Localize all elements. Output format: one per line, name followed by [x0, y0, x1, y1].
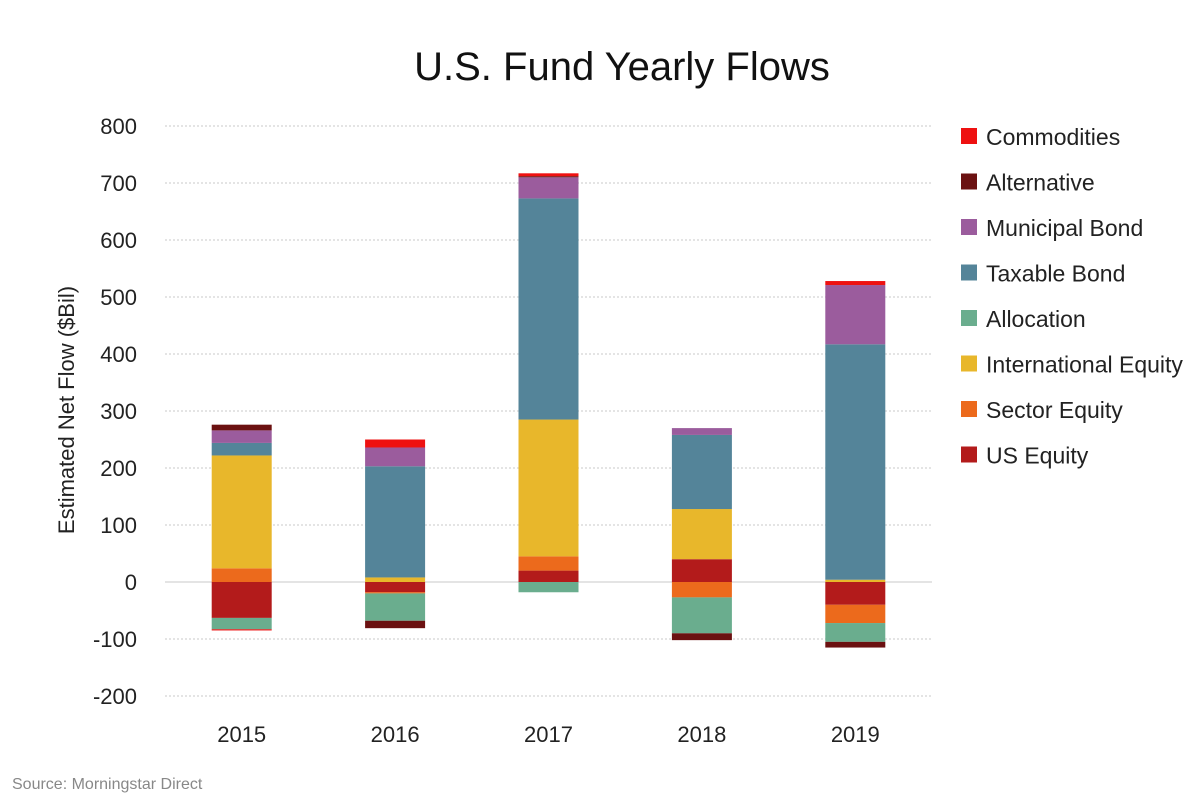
- bar-segment: [671, 434, 732, 510]
- y-tick-label: 0: [125, 570, 137, 595]
- bar-segment: [825, 604, 886, 624]
- bar-segment: [518, 582, 579, 593]
- legend-item: International Equity: [961, 352, 1183, 378]
- y-tick-label: 800: [100, 114, 137, 139]
- bar-segment: [365, 447, 426, 467]
- bar-segment: [671, 559, 732, 582]
- legend-label: Commodities: [986, 124, 1120, 150]
- bar-segment: [211, 568, 272, 582]
- source-note: Source: Morningstar Direct: [12, 776, 203, 793]
- legend-item: Taxable Bond: [961, 261, 1125, 287]
- y-tick-label: 700: [100, 171, 137, 196]
- bar-segment: [518, 173, 579, 177]
- legend-item: Sector Equity: [961, 397, 1123, 423]
- x-tick-labels: 2015 2016 2017 2018 2019: [217, 722, 880, 747]
- bar-segment: [518, 198, 579, 420]
- bar-segment: [518, 419, 579, 557]
- x-tick-label: 2018: [677, 722, 726, 747]
- y-tick-labels: 800 700 600 500 400 300 200 100 0 -100 -200: [93, 114, 137, 709]
- bar-segment: [825, 623, 886, 642]
- bar-segment: [518, 556, 579, 571]
- bar-segment: [365, 577, 426, 582]
- bar-segment: [365, 620, 426, 629]
- bar-segment: [671, 633, 732, 641]
- legend-label: International Equity: [986, 352, 1183, 378]
- x-tick-label: 2019: [831, 722, 880, 747]
- legend-swatch: [961, 446, 977, 463]
- bar-segment: [365, 582, 426, 593]
- legend-label: Alternative: [986, 170, 1095, 196]
- legend-swatch: [961, 401, 977, 417]
- x-tick-label: 2015: [217, 722, 266, 747]
- legend-label: Allocation: [986, 306, 1086, 332]
- bar-segment: [211, 617, 272, 630]
- legend-item: Municipal Bond: [961, 215, 1143, 241]
- bar-segment: [211, 629, 272, 631]
- legend: Commodities Alternative Municipal Bond Taxa…: [961, 124, 1183, 469]
- legend-swatch: [961, 355, 977, 372]
- legend-item: Allocation: [961, 306, 1086, 332]
- bar-segment: [825, 344, 886, 580]
- bar-segment: [825, 582, 886, 605]
- bar-segment: [211, 442, 272, 456]
- legend-swatch: [961, 310, 977, 326]
- legend-swatch: [961, 128, 977, 144]
- chart-title: U.S. Fund Yearly Flows: [414, 45, 830, 89]
- bar-segment: [671, 597, 732, 634]
- x-tick-label: 2017: [524, 722, 573, 747]
- legend-item: Alternative: [961, 170, 1095, 196]
- legend-swatch: [961, 173, 977, 190]
- legend-label: US Equity: [986, 443, 1089, 469]
- bar-segment: [211, 582, 272, 618]
- bar-segment: [211, 430, 272, 443]
- bar-segment: [825, 281, 886, 286]
- bar-segment: [365, 592, 426, 594]
- bar-segment: [518, 176, 579, 178]
- bar-segment: [211, 424, 272, 431]
- legend-item: US Equity: [961, 443, 1089, 469]
- bar-segment: [671, 509, 732, 560]
- y-tick-label: 400: [100, 342, 137, 367]
- bar-segment: [518, 177, 579, 199]
- legend-item: Commodities: [961, 124, 1120, 150]
- legend-label: Sector Equity: [986, 397, 1123, 423]
- legend-swatch: [961, 219, 977, 235]
- legend-label: Municipal Bond: [986, 215, 1143, 241]
- bar-segment: [825, 285, 886, 345]
- y-tick-label: -100: [93, 627, 137, 652]
- x-tick-label: 2016: [371, 722, 420, 747]
- bars: [211, 173, 886, 648]
- bar-segment: [671, 428, 732, 435]
- bar-segment: [365, 439, 426, 448]
- bar-segment: [825, 641, 886, 648]
- bar-segment: [825, 579, 886, 582]
- bar-segment: [365, 466, 426, 578]
- y-tick-label: 100: [100, 513, 137, 538]
- bar-segment: [365, 593, 426, 621]
- y-tick-label: 300: [100, 399, 137, 424]
- y-tick-label: -200: [93, 684, 137, 709]
- legend-swatch: [961, 264, 977, 281]
- bar-segment: [518, 570, 579, 582]
- y-tick-label: 500: [100, 285, 137, 310]
- legend-label: Taxable Bond: [986, 261, 1125, 287]
- bar-segment: [671, 582, 732, 598]
- y-axis-label: Estimated Net Flow ($Bil): [54, 286, 79, 534]
- y-tick-label: 200: [100, 456, 137, 481]
- y-tick-label: 600: [100, 228, 137, 253]
- bar-segment: [211, 455, 272, 569]
